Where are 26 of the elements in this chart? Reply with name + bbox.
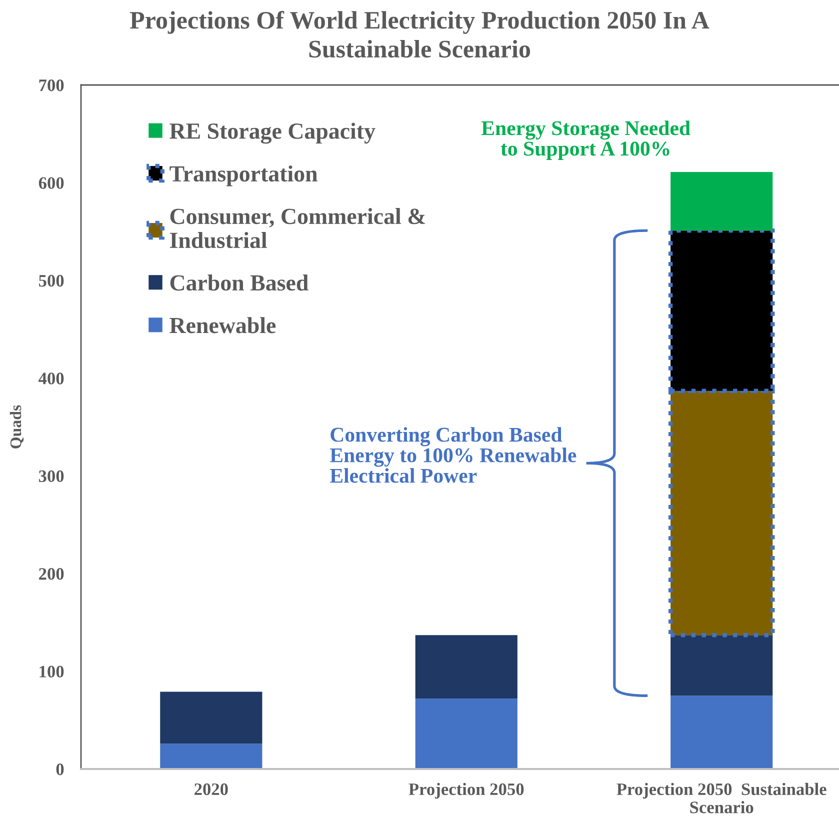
y-axis-title: Quads xyxy=(10,405,24,448)
bar xyxy=(415,698,518,769)
annotation: Energy Storage Needed to Support A 100% xyxy=(481,120,690,160)
y-tick-label: 200 xyxy=(39,568,64,580)
bar xyxy=(160,692,262,744)
bar xyxy=(670,635,773,696)
y-tick-label: 700 xyxy=(39,79,64,92)
bar xyxy=(415,635,518,699)
y-tick-label: 300 xyxy=(38,470,64,482)
legend-label: Consumer, Commerical & Industrial xyxy=(170,208,426,248)
y-tick-label: 600 xyxy=(38,177,64,189)
legend-label: Carbon Based xyxy=(170,274,308,291)
legend-label: Transportation xyxy=(170,165,318,186)
annotation: Converting Carbon Based Energy to 100% Renewable Electrical Power xyxy=(330,427,576,483)
y-tick-label: 400 xyxy=(38,372,64,384)
x-tick-label: Projection 2050 xyxy=(408,782,524,799)
bar xyxy=(160,744,262,769)
x-tick-label: 2020 xyxy=(194,783,228,796)
chart-title: Projections Of World Electricity Production 2050 In A Sustainable Scenario xyxy=(130,10,710,58)
x-tick-label: Projection 2050 Sustainable Scenario xyxy=(616,782,826,814)
bar xyxy=(670,696,773,769)
legend-label: RE Storage Capacity xyxy=(170,122,376,144)
y-tick-label: 500 xyxy=(38,274,64,287)
legend-label: Renewable xyxy=(170,317,276,334)
y-tick-label: 0 xyxy=(56,763,64,776)
y-tick-label: 100 xyxy=(40,666,64,678)
